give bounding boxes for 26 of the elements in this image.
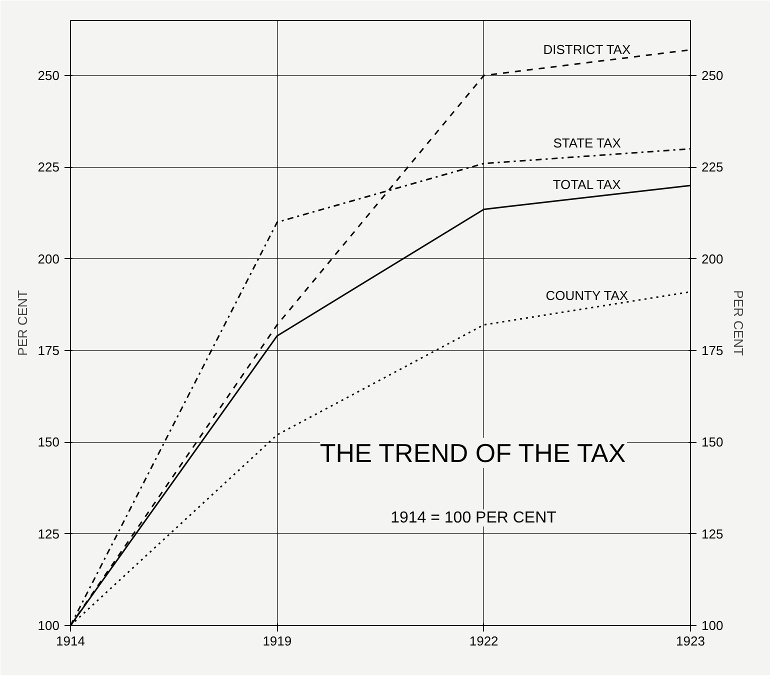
y2-tick-label: 225 <box>702 160 724 175</box>
y-axis-title: PER CENT <box>14 290 30 356</box>
y2-tick-label: 175 <box>702 343 724 358</box>
y-tick-label: 200 <box>38 251 60 266</box>
y-tick-label: 125 <box>38 526 60 542</box>
x-tick-label: 1919 <box>262 634 292 648</box>
x-tick-label: 1923 <box>676 634 705 648</box>
series-label: STATE TAX <box>553 136 622 151</box>
y2-tick-label: 200 <box>702 251 724 266</box>
y2-tick-label: 100 <box>702 618 724 633</box>
y-tick-label: 250 <box>38 68 60 83</box>
text: 1914 = 100 PER CENT <box>390 510 557 526</box>
text: THE TREND OF THE TAX <box>320 438 626 468</box>
y2-tick-label: 125 <box>702 526 724 542</box>
y-tick-label: 150 <box>38 434 60 450</box>
series-label: TOTAL TAX <box>552 176 622 192</box>
y2-axis-title: PER CENT <box>731 290 746 356</box>
y-tick-label: 100 <box>38 618 60 633</box>
x-tick-label: 1922 <box>469 634 498 648</box>
y2-tick-label: 150 <box>702 434 724 450</box>
y2-tick-label: 250 <box>702 68 724 83</box>
series-label: COUNTY TAX <box>546 288 628 303</box>
series-label: DISTRICT TAX <box>543 42 631 58</box>
y-tick-label: 225 <box>38 160 60 175</box>
y-tick-label: 175 <box>38 343 60 358</box>
x-tick-label: 1914 <box>56 634 85 648</box>
